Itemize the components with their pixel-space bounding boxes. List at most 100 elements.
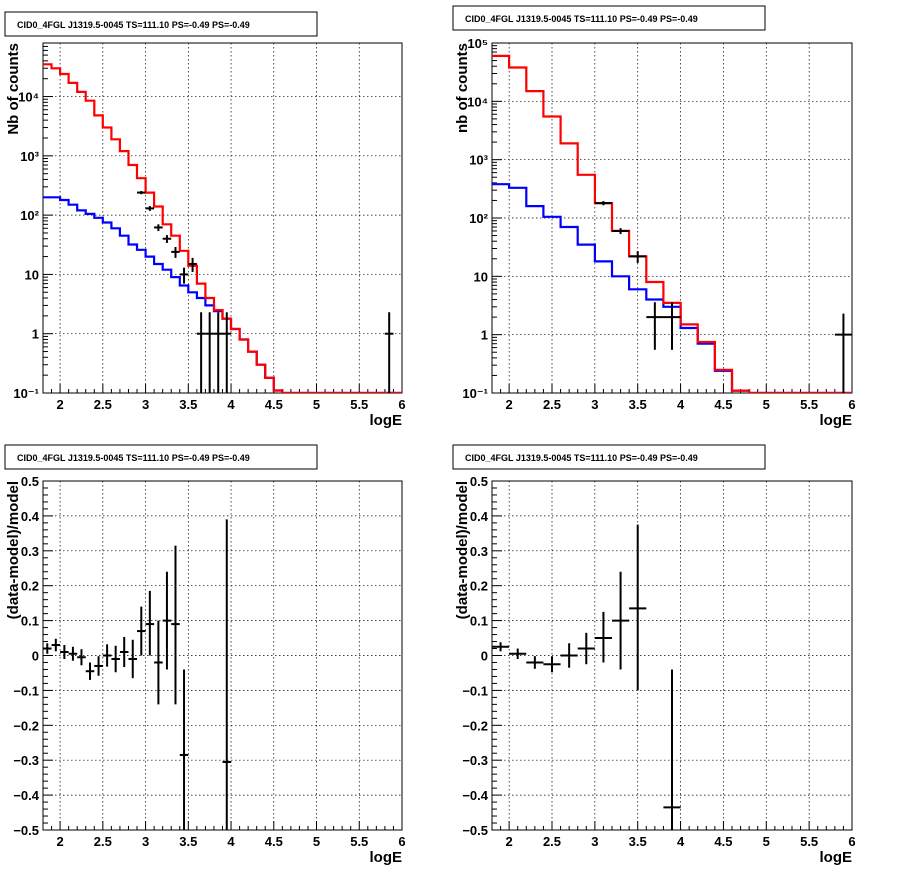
data-point [154,224,163,231]
chart-panel-1: CID0_4FGL J1319.5-0045 TS=111.10 PS=-0.4… [4,11,406,429]
data-point [111,645,120,673]
data-layer [43,63,402,393]
data-point [222,519,232,830]
x-tick-label: 3.5 [629,834,647,849]
x-tick-label: 2 [506,397,513,412]
x-tick-label: 2.5 [543,397,561,412]
data-point [577,632,595,665]
x-tick-label: 5 [313,834,320,849]
x-axis-label: logE [820,849,853,866]
x-tick-label: 3.5 [629,397,647,412]
x-tick-label: 2 [56,834,63,849]
data-point [543,656,561,673]
x-axis-label: logE [370,412,403,429]
y-tick-label: 10³ [469,153,488,168]
y-tick-label: 0 [32,649,39,664]
series-line-red [492,54,852,393]
data-layer [43,519,232,830]
y-tick-label: 1 [32,327,39,342]
y-tick-label: 10² [20,208,39,223]
x-tick-label: 2.5 [94,397,112,412]
title-box [452,444,766,470]
y-tick-label: 0.2 [470,579,488,594]
data-point [171,545,180,705]
series-line-blue [492,183,852,393]
x-tick-label: 4 [677,834,685,849]
data-layer [492,524,681,830]
data-point [384,312,394,393]
y-tick-label: 0.2 [21,579,39,594]
y-axis-label: Nb of counts [5,43,22,135]
x-tick-label: 5 [763,397,770,412]
data-point [51,638,61,652]
y-tick-label: −0.4 [13,788,39,803]
y-tick-label: 0.5 [470,474,488,489]
y-tick-label: −0.2 [13,718,39,733]
x-tick-label: 4.5 [714,834,732,849]
data-point [222,312,232,393]
data-point [594,611,612,663]
data-point [137,191,146,195]
data-point [85,662,95,680]
y-tick-label: 10⁻¹ [13,386,39,401]
y-tick-label: 0.4 [470,509,489,524]
grid [43,480,403,831]
y-tick-label: 0.1 [470,614,488,629]
y-tick-label: −0.3 [462,753,488,768]
x-tick-label: 3 [591,397,598,412]
data-point [196,312,206,393]
x-tick-label: 4.5 [714,397,732,412]
y-tick-label: 10⁻¹ [462,386,488,401]
x-tick-label: 4 [227,397,235,412]
data-point [154,620,163,705]
data-point [145,590,155,656]
title-box [4,444,318,470]
data-point [526,656,544,669]
x-tick-label: 2 [56,397,63,412]
data-point [137,606,146,656]
chart-title: CID0_4FGL J1319.5-0045 TS=111.10 PS=-0.4… [465,453,698,463]
series-line-blue [43,196,402,393]
x-tick-label: 3 [591,834,598,849]
x-tick-label: 3.5 [179,834,197,849]
data-point [205,312,214,393]
data-point [171,247,180,258]
data-layer [492,54,852,393]
y-tick-label: 10² [469,211,488,226]
y-tick-label: −0.1 [13,683,39,698]
x-tick-label: 3 [142,397,149,412]
x-tick-label: 6 [848,834,855,849]
x-tick-label: 5 [313,397,320,412]
y-tick-label: 10⁵ [467,36,488,51]
x-tick-label: 5.5 [350,397,368,412]
data-point [43,643,52,654]
x-tick-label: 5.5 [800,397,818,412]
y-tick-label: −0.5 [13,823,39,838]
y-tick-label: 10³ [20,149,39,164]
y-axis-label: (data-model)/model [5,481,22,619]
series-line-red [43,63,402,393]
x-tick-label: 4 [677,397,685,412]
y-tick-label: 0.1 [21,614,39,629]
y-tick-label: −0.2 [462,718,488,733]
y-tick-label: −0.5 [462,823,488,838]
x-tick-label: 6 [848,397,855,412]
x-tick-label: 4 [227,834,235,849]
x-tick-label: 5.5 [800,834,818,849]
data-point [162,571,172,670]
data-point [119,637,129,668]
data-point [492,642,510,652]
data-point [612,228,630,235]
x-axis-label: logE [820,412,853,429]
data-point [162,235,172,243]
y-tick-label: 0 [481,649,488,664]
x-tick-label: 2.5 [543,834,561,849]
y-tick-label: 0.3 [21,544,39,559]
data-point [179,267,189,284]
x-tick-label: 6 [398,397,405,412]
y-axis-label: nb of counts [454,43,471,133]
y-axis-label: (data-model)/model [454,481,471,619]
data-point [128,639,138,679]
data-point [629,251,647,263]
y-tick-label: 0.5 [21,474,39,489]
